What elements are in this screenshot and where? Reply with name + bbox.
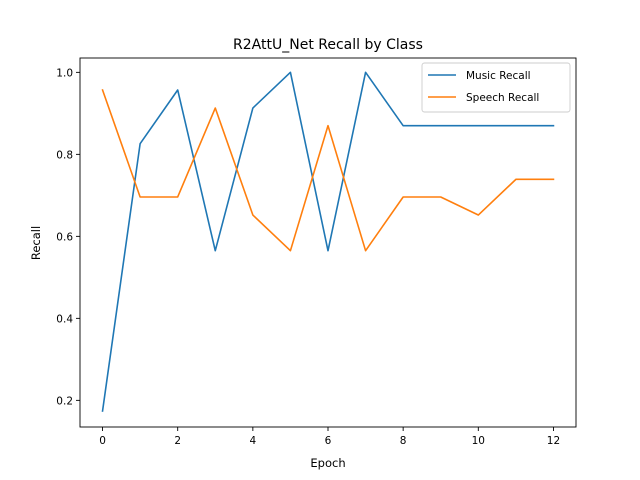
- x-tick-label: 10: [472, 435, 485, 447]
- x-axis-label: Epoch: [310, 456, 345, 470]
- x-tick-label: 0: [99, 435, 106, 447]
- series-line-music: [101, 71, 555, 412]
- x-tick-label: 8: [400, 435, 407, 447]
- x-tick-label: 6: [325, 435, 332, 447]
- y-axis-label: Recall: [29, 226, 43, 260]
- x-tick-label: 4: [250, 435, 257, 447]
- x-tick-label: 2: [174, 435, 181, 447]
- y-tick-label: 0.2: [56, 395, 73, 407]
- series-line-speech: [101, 88, 555, 252]
- x-tick-label: 12: [547, 435, 560, 447]
- legend-label: Music Recall: [466, 70, 531, 82]
- y-tick-label: 1.0: [56, 67, 73, 79]
- chart-title: R2AttU_Net Recall by Class: [233, 37, 423, 53]
- y-tick-label: 0.8: [56, 149, 73, 161]
- y-tick-label: 0.6: [56, 231, 73, 243]
- plot-area: 0 2 4 6 8 10 12 0.2 0.4 0.6 0.8 1.0 Music Recall Spee…: [56, 57, 577, 447]
- y-tick-label: 0.4: [56, 313, 73, 325]
- legend-label: Speech Recall: [466, 92, 539, 104]
- legend-box: [421, 62, 571, 113]
